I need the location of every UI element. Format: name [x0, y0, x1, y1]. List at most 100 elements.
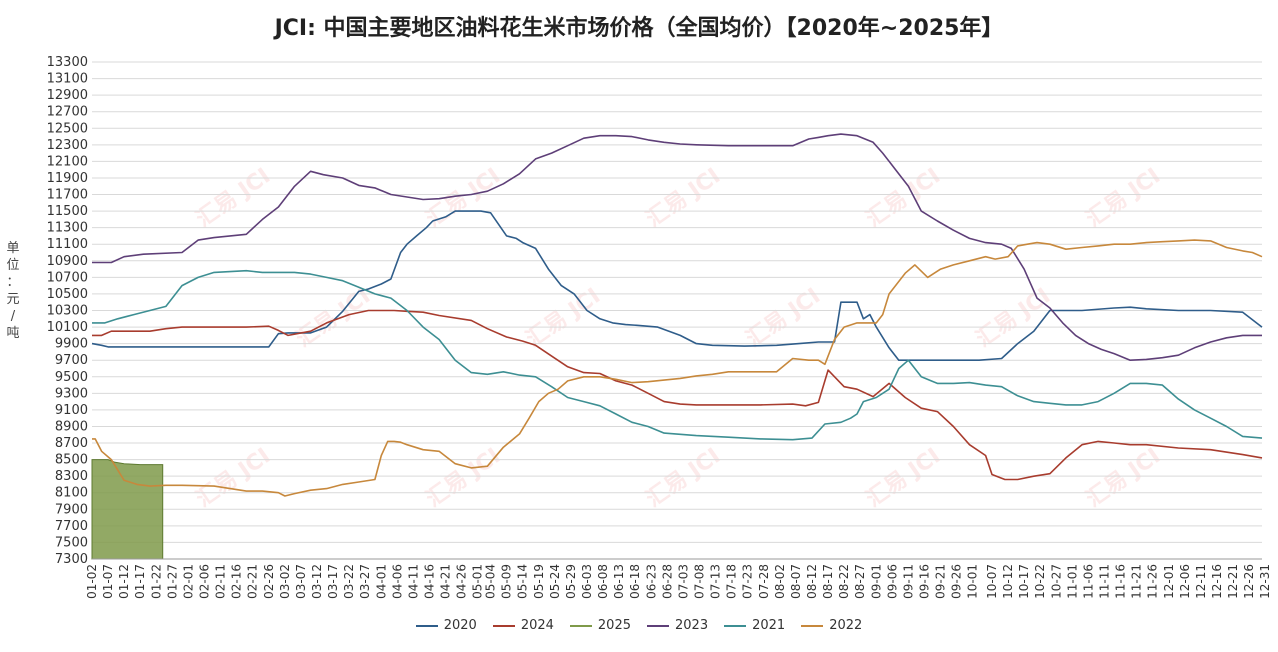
y-tick-label: 12700 [47, 105, 88, 120]
legend-item-2023: 2023 [647, 618, 708, 633]
y-tick-label: 12500 [47, 121, 88, 136]
x-tick-label: 12-11 [1194, 564, 1208, 599]
x-tick-label: 04-21 [439, 564, 453, 599]
x-tick-label: 06-28 [660, 564, 674, 599]
x-tick-label: 03-02 [278, 564, 292, 599]
y-tick-label: 12300 [47, 138, 88, 153]
x-tick-label: 02-26 [262, 564, 276, 599]
x-tick-label: 05-01 [471, 564, 485, 599]
x-tick-label: 08-02 [773, 564, 787, 599]
y-tick-label: 10700 [47, 270, 88, 285]
x-tick-label: 05-14 [516, 564, 530, 599]
y-axis-label: 单 位 ： 元 / 吨 [6, 241, 20, 341]
x-tick-label: 10-12 [1001, 564, 1015, 599]
x-tick-label: 02-16 [230, 564, 244, 599]
x-tick-label: 02-11 [214, 564, 228, 599]
y-tick-label: 7700 [55, 519, 88, 534]
x-tick-label: 03-07 [294, 564, 308, 599]
x-tick-label: 11-06 [1081, 564, 1095, 599]
x-tick-label: 01-27 [165, 564, 179, 599]
legend: 2020 2024 2025 2023 2021 2022 [0, 618, 1278, 633]
x-tick-label: 10-01 [966, 564, 980, 599]
x-tick-label: 05-09 [500, 564, 514, 599]
x-tick-label: 04-11 [406, 564, 420, 599]
x-tick-label: 11-21 [1130, 564, 1144, 599]
y-tick-label: 9100 [55, 403, 88, 418]
x-tick-label: 08-22 [837, 564, 851, 599]
y-tick-label: 11300 [47, 221, 88, 236]
y-tick-label: 7300 [55, 552, 88, 567]
x-tick-label: 03-17 [326, 564, 340, 599]
legend-label: 2024 [520, 618, 554, 633]
x-tick-label: 12-16 [1210, 564, 1224, 599]
x-tick-label: 12-06 [1178, 564, 1192, 599]
x-tick-label: 11-26 [1146, 564, 1160, 599]
x-tick-label: 12-26 [1242, 564, 1256, 599]
y-tick-label: 7900 [55, 502, 88, 517]
x-tick-label: 06-13 [612, 564, 626, 599]
legend-item-2024: 2024 [492, 618, 554, 633]
legend-label: 2021 [752, 618, 786, 633]
y-tick-label: 10500 [47, 287, 88, 302]
x-tick-label: 04-16 [423, 564, 437, 599]
y-tick-label: 10300 [47, 304, 88, 319]
legend-swatch [647, 624, 669, 627]
y-tick-label: 8700 [55, 436, 88, 451]
y-tick-label: 8100 [55, 486, 88, 501]
x-tick-label: 12-01 [1162, 564, 1176, 599]
x-tick-label: 01-02 [85, 564, 99, 599]
legend-label: 2022 [829, 618, 863, 633]
x-tick-label: 06-23 [644, 564, 658, 599]
y-tick-label: 11500 [47, 204, 88, 219]
y-tick-label: 9500 [55, 370, 88, 385]
y-tick-label: 11700 [47, 188, 88, 203]
legend-item-2020: 2020 [415, 618, 477, 633]
y-tick-label: 9900 [55, 337, 88, 352]
legend-label: 2023 [675, 618, 709, 633]
line-series-2020 [91, 210, 1263, 362]
y-tick-label: 8900 [55, 419, 88, 434]
x-tick-label: 04-01 [374, 564, 388, 599]
legend-item-2022: 2022 [801, 618, 862, 633]
y-tick-label: 10900 [47, 254, 88, 269]
x-tick-label: 08-27 [853, 564, 867, 599]
x-tick-label: 09-26 [950, 564, 964, 599]
x-tick-label: 06-18 [628, 564, 642, 599]
line-series-2021 [92, 269, 1263, 441]
x-tick-label: 12-21 [1226, 564, 1240, 599]
x-tick-label: 05-29 [564, 564, 578, 599]
x-tick-label: 06-08 [596, 564, 610, 599]
x-tick-label: 09-21 [934, 564, 948, 599]
x-tick-label: 10-27 [1049, 564, 1063, 599]
x-tick-label: 10-22 [1033, 564, 1047, 599]
x-tick-label: 03-27 [358, 564, 372, 599]
line-series-2024 [92, 309, 1263, 481]
x-tick-label: 04-06 [390, 564, 404, 599]
x-tick-label: 02-21 [246, 564, 260, 599]
x-tick-label: 03-12 [310, 564, 324, 599]
x-tick-label: 11-01 [1065, 564, 1079, 599]
line-series [91, 133, 1263, 497]
x-tick-label: 01-07 [101, 564, 115, 599]
x-tick-label: 10-07 [985, 564, 999, 599]
x-tick-label: 08-07 [789, 564, 803, 599]
x-tick-label: 07-28 [757, 564, 771, 599]
x-tick-label: 01-22 [149, 564, 163, 599]
y-tick-label: 9300 [55, 386, 88, 401]
y-tick-label: 7500 [55, 535, 88, 550]
x-tick-label: 02-06 [198, 564, 212, 599]
x-tick-label: 05-19 [532, 564, 546, 599]
area-series-2025 [91, 459, 164, 560]
y-tick-label: 8300 [55, 469, 88, 484]
y-tick-label: 9700 [55, 353, 88, 368]
x-tick-label: 11-16 [1114, 564, 1128, 599]
x-tick-label: 09-16 [918, 564, 932, 599]
x-tick-label: 07-03 [676, 564, 690, 599]
x-tick-label: 01-12 [117, 564, 131, 599]
x-tick-label: 07-18 [725, 564, 739, 599]
y-tick-label: 12100 [47, 154, 88, 169]
x-tick-label: 02-01 [181, 564, 195, 599]
area-series [91, 459, 164, 560]
